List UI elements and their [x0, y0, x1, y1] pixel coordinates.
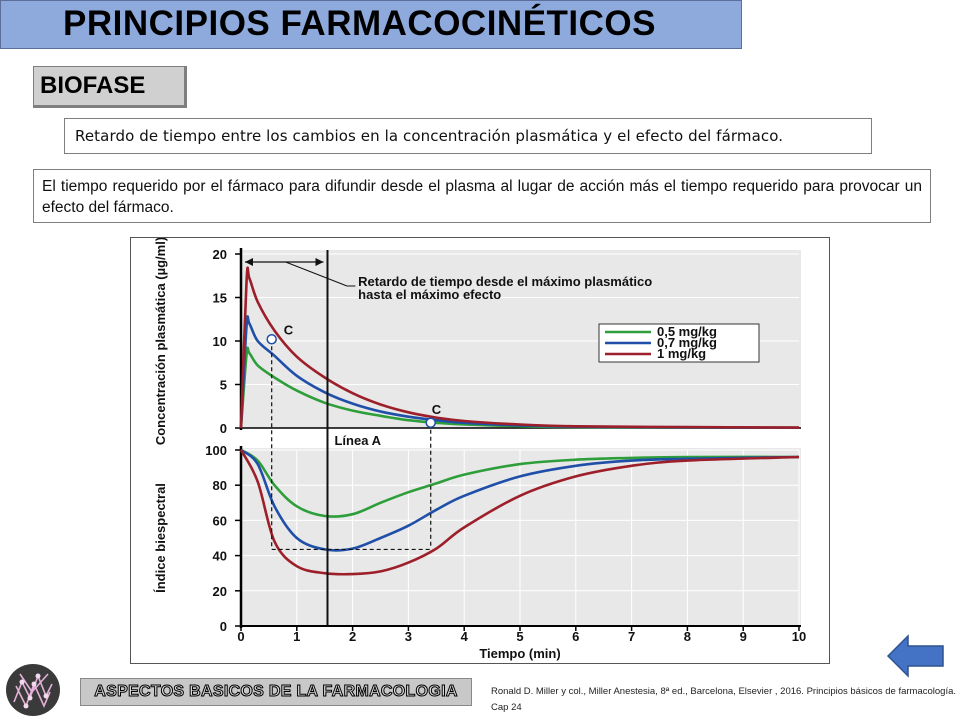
bottom-y-tick-label: 100	[205, 443, 227, 458]
delay-arrow-head-left	[245, 258, 253, 266]
legend-label: 0,5 mg/kg	[657, 324, 717, 339]
definition-text: Retardo de tiempo entre los cambios en l…	[75, 127, 784, 145]
explanation-text: El tiempo requerido por el fármaco para …	[42, 178, 922, 216]
top-y-axis-label: Concentración plasmática (µg/ml)	[153, 238, 168, 445]
x-tick-label: 6	[572, 629, 579, 644]
bottom-series-line-1	[240, 448, 800, 552]
annotation-text-line1: Retardo de tiempo desde el máximo plasmá…	[358, 274, 652, 289]
footer-banner: ASPECTOS BASICOS DE LA FARMACOLOGIA	[80, 678, 472, 706]
point-c2-label: C	[432, 402, 442, 417]
x-tick-label: 8	[684, 629, 691, 644]
x-tick-label: 2	[349, 629, 356, 644]
figure-svg: 0 5 10 15 20 0 20 40 60 80 100 0 1 2 3 4 5 6 7 8 9 10 Concentr…	[153, 238, 806, 661]
x-tick-label: 7	[628, 629, 635, 644]
top-series-line-2	[239, 266, 800, 429]
definition-box: Retardo de tiempo entre los cambios en l…	[64, 118, 872, 154]
bottom-y-tick-label: 80	[213, 478, 227, 493]
bottom-y-tick-label: 60	[213, 513, 227, 528]
annotation-text-line2: hasta el máximo efecto	[358, 287, 501, 302]
pharmacology-figure: 0 5 10 15 20 0 20 40 60 80 100 0 1 2 3 4 5 6 7 8 9 10 Concentr…	[130, 237, 830, 664]
bottom-gridlines	[240, 449, 800, 627]
bottom-y-axis-label: Índice biespectral	[153, 483, 168, 593]
molecule-logo-icon	[6, 664, 60, 716]
x-tick-label: 4	[461, 629, 469, 644]
bottom-series-line-0	[240, 448, 800, 518]
back-arrow-icon[interactable]	[886, 633, 946, 679]
legend-label: 1 mg/kg	[657, 346, 706, 361]
top-y-tick-label: 15	[213, 291, 227, 306]
top-y-tick-label: 20	[213, 247, 227, 262]
explanation-box: El tiempo requerido por el fármaco para …	[33, 169, 931, 223]
x-tick-label: 3	[405, 629, 412, 644]
top-y-tick-label: 10	[213, 334, 227, 349]
x-axis-label: Tiempo (min)	[479, 646, 560, 661]
page-title: PRINCIPIOS FARMACOCINÉTICOS	[63, 4, 656, 43]
bottom-plot-area	[241, 448, 801, 626]
legend: 0,5 mg/kg0,7 mg/kg1 mg/kg	[598, 323, 760, 363]
title-bar: PRINCIPIOS FARMACOCINÉTICOS	[0, 0, 742, 49]
x-tick-label: 10	[792, 629, 806, 644]
top-y-tick-label: 5	[220, 378, 227, 393]
annotation-leader	[285, 261, 348, 287]
x-tick-label: 1	[293, 629, 300, 644]
bottom-series-line-2	[239, 449, 800, 576]
x-tick-label: 5	[516, 629, 523, 644]
x-tick-label: 0	[237, 629, 244, 644]
legend-label: 0,7 mg/kg	[657, 335, 717, 350]
x-tick-label: 9	[740, 629, 747, 644]
section-title: BIOFASE	[40, 72, 146, 99]
section-label: BIOFASE	[33, 66, 187, 108]
bottom-y-tick-label: 20	[213, 584, 227, 599]
bottom-y-tick-label: 0	[220, 619, 227, 634]
reference-text: Ronald D. Miller y col., Miller Anestesi…	[491, 686, 957, 713]
delay-arrow-head-right	[315, 258, 324, 266]
point-c2-marker	[425, 417, 436, 429]
linea-a-label: Línea A	[334, 433, 381, 448]
point-c1-label: C	[284, 322, 294, 337]
footer-label: ASPECTOS BASICOS DE LA FARMACOLOGIA	[94, 683, 458, 701]
point-c1-marker	[266, 334, 277, 345]
top-y-tick-label: 0	[220, 421, 227, 436]
bottom-y-tick-label: 40	[213, 549, 227, 564]
